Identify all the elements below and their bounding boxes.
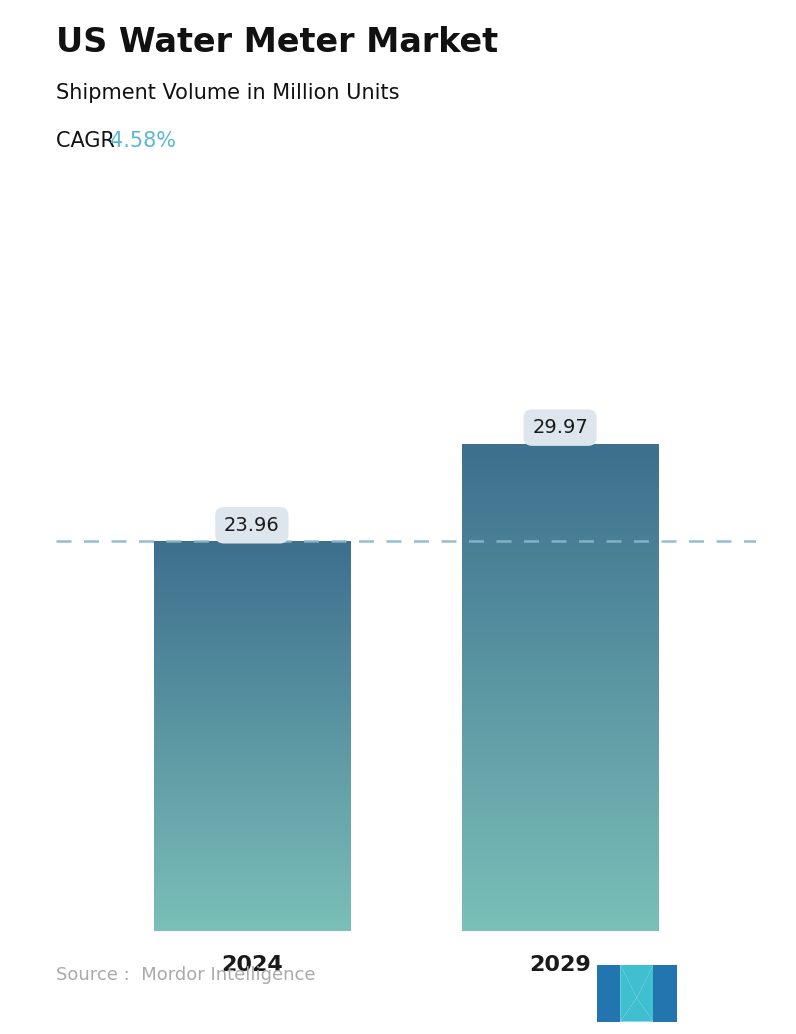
Text: 4.58%: 4.58% [110,131,176,151]
Text: US Water Meter Market: US Water Meter Market [56,26,498,59]
Polygon shape [620,998,654,1022]
Polygon shape [597,965,620,1022]
Text: 2029: 2029 [529,955,591,975]
Text: Source :  Mordor Intelligence: Source : Mordor Intelligence [56,967,315,984]
Polygon shape [637,965,654,1022]
Text: 29.97: 29.97 [533,418,588,437]
Text: 2024: 2024 [221,955,283,975]
Polygon shape [654,965,677,1022]
Text: Shipment Volume in Million Units: Shipment Volume in Million Units [56,83,400,102]
Polygon shape [620,965,637,1022]
Text: 23.96: 23.96 [224,516,279,535]
Text: CAGR: CAGR [56,131,121,151]
Polygon shape [620,965,654,998]
